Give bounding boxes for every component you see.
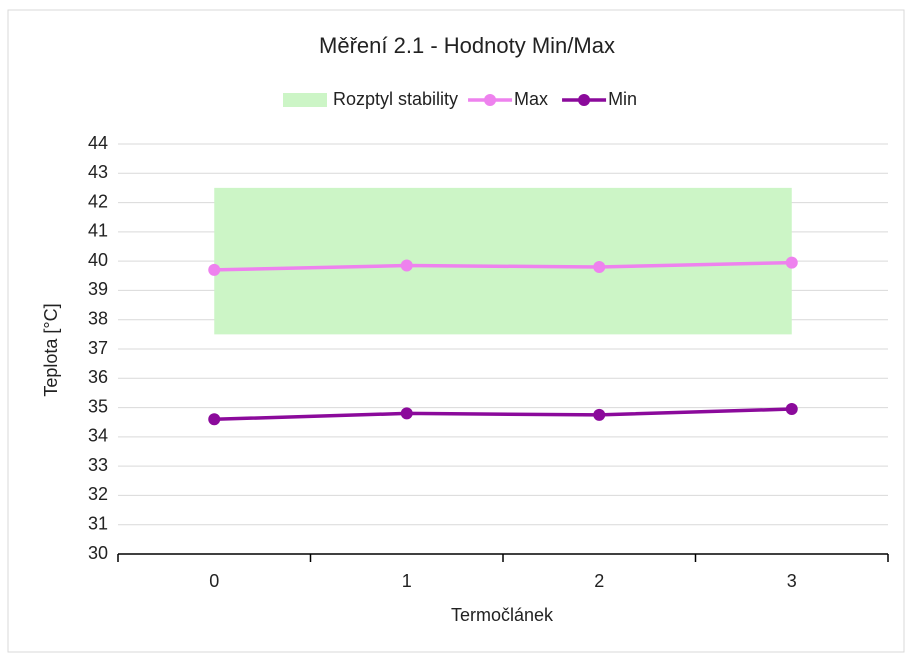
x-tick-label: 0 [209, 571, 219, 591]
x-tick-label: 1 [402, 571, 412, 591]
series-point [593, 261, 606, 273]
y-tick-label: 41 [88, 221, 108, 241]
series-point [785, 403, 798, 416]
y-tick-label: 30 [88, 543, 108, 563]
legend-label: Max [514, 89, 548, 109]
series-point [208, 413, 221, 426]
series-point [593, 408, 606, 421]
series-line [214, 260, 792, 272]
y-tick-label: 35 [88, 396, 108, 416]
legend-marker [484, 94, 497, 106]
y-tick-label: 37 [88, 338, 108, 358]
series-line [214, 407, 792, 422]
y-tick-label: 39 [88, 279, 108, 299]
series-point [208, 263, 221, 276]
x-tick-label: 2 [594, 571, 604, 591]
x-tick-label: 3 [787, 571, 797, 591]
legend-swatch [283, 93, 327, 107]
series-point [400, 407, 413, 420]
y-axis-label: Teplota [°C] [41, 303, 61, 396]
y-tick-label: 38 [88, 308, 108, 328]
series-point [400, 259, 413, 272]
y-tick-label: 43 [88, 162, 108, 182]
legend-label: Min [608, 89, 637, 109]
y-tick-label: 42 [88, 191, 108, 211]
y-tick-label: 31 [88, 513, 108, 533]
chart-title: Měření 2.1 - Hodnoty Min/Max [319, 33, 615, 58]
x-axis-label: Termočlánek [451, 605, 554, 625]
series-point [785, 256, 798, 269]
y-tick-label: 36 [88, 367, 108, 387]
y-tick-label: 32 [88, 484, 108, 504]
stability-band [214, 187, 792, 335]
y-tick-label: 34 [88, 426, 108, 446]
y-tick-label: 44 [88, 133, 108, 153]
legend-label: Rozptyl stability [333, 89, 458, 109]
legend-marker [578, 94, 591, 106]
y-tick-label: 40 [88, 250, 108, 270]
y-tick-label: 33 [88, 455, 108, 475]
